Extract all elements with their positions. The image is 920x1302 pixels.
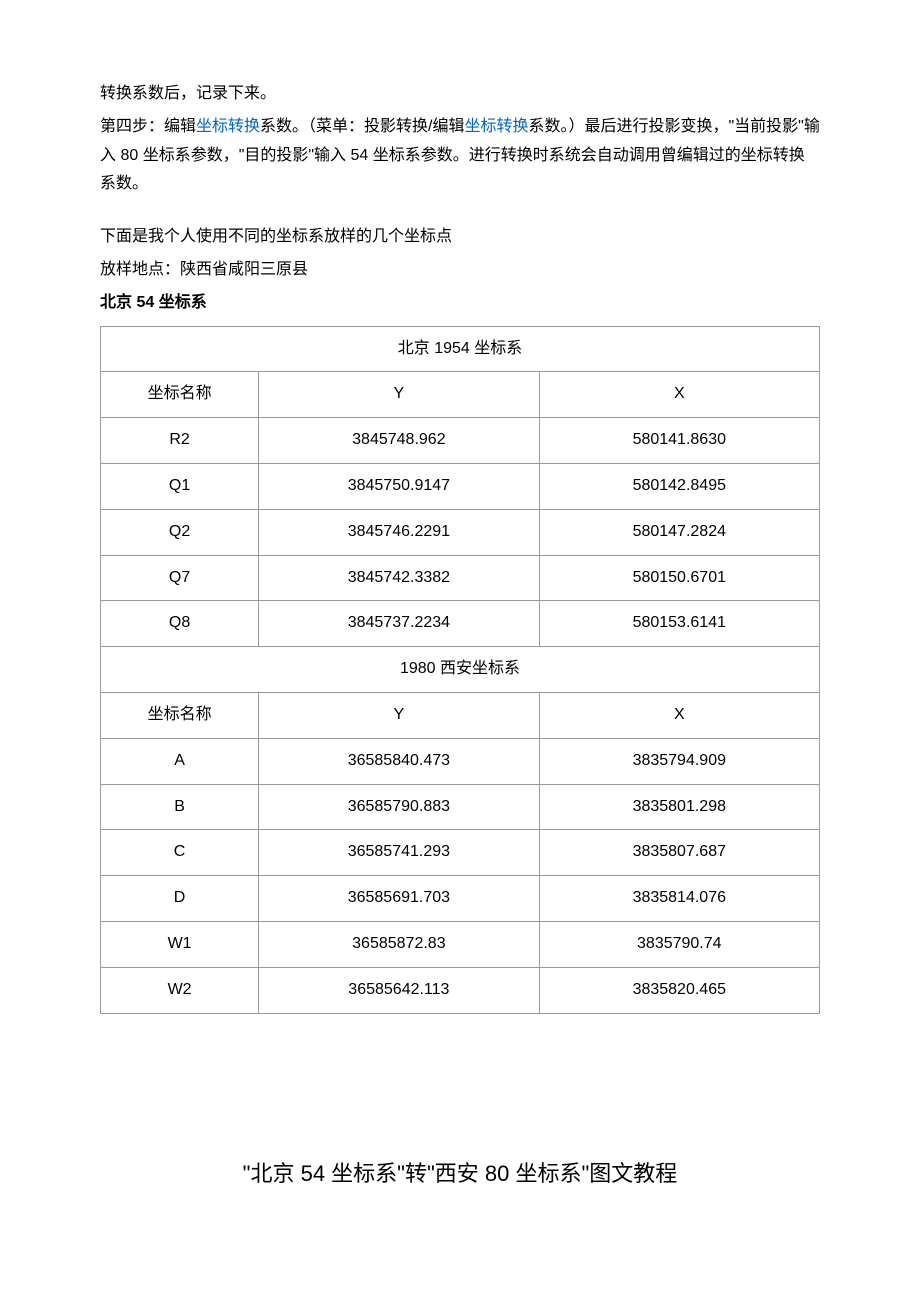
text-p3: 下面是我个人使用不同的坐标系放样的几个坐标点 [100,228,452,245]
paragraph-2: 第四步：编辑坐标转换系数。（菜单：投影转换/编辑坐标转换系数。）最后进行投影变换… [100,113,820,199]
cell-x: 3835807.687 [539,830,819,876]
cell-name: Q2 [101,509,259,555]
cell-y: 3845742.3382 [259,555,539,601]
cell-x: 580142.8495 [539,463,819,509]
cell-y: 36585741.293 [259,830,539,876]
text-p2-part1: 第四步：编辑 [100,118,196,135]
cell-name: Q7 [101,555,259,601]
cell-y: 36585840.473 [259,738,539,784]
text-p1: 转换系数后，记录下来。 [100,85,276,102]
cell-name: W1 [101,921,259,967]
cell-x: 580150.6701 [539,555,819,601]
cell-y: 36585790.883 [259,784,539,830]
table-row: R2 3845748.962 580141.8630 [101,418,820,464]
cell-x: 3835790.74 [539,921,819,967]
cell-y: 3845746.2291 [259,509,539,555]
cell-name: W2 [101,967,259,1013]
text-p2-part2: 系数。（菜单：投影转换/编辑 [260,118,464,135]
table1-header-y: Y [259,372,539,418]
table2-title-row: 1980 西安坐标系 [101,647,820,693]
table-row: C 36585741.293 3835807.687 [101,830,820,876]
table-row: B 36585790.883 3835801.298 [101,784,820,830]
text-p4: 放样地点：陕西省咸阳三原县 [100,261,308,278]
table1-title-row: 北京 1954 坐标系 [101,326,820,372]
table1-header-x: X [539,372,819,418]
table-row: A 36585840.473 3835794.909 [101,738,820,784]
page-title: "北京 54 坐标系"转"西安 80 坐标系"图文教程 [100,1154,820,1194]
table-row: Q2 3845746.2291 580147.2824 [101,509,820,555]
cell-x: 3835794.909 [539,738,819,784]
cell-name: D [101,876,259,922]
cell-y: 36585642.113 [259,967,539,1013]
table-row: W1 36585872.83 3835790.74 [101,921,820,967]
table2-header-name: 坐标名称 [101,692,259,738]
link-coord-conversion-1[interactable]: 坐标转换 [196,118,260,135]
table2-title: 1980 西安坐标系 [101,647,820,693]
link-coord-conversion-2[interactable]: 坐标转换 [464,118,528,135]
cell-x: 3835820.465 [539,967,819,1013]
coordinate-table: 北京 1954 坐标系 坐标名称 Y X R2 3845748.962 5801… [100,326,820,1014]
paragraph-5-heading: 北京 54 坐标系 [100,289,820,318]
page-title-text: "北京 54 坐标系"转"西安 80 坐标系"图文教程 [243,1161,678,1186]
cell-name: Q1 [101,463,259,509]
table-row: W2 36585642.113 3835820.465 [101,967,820,1013]
text-p5: 北京 54 坐标系 [100,294,207,311]
table-row: Q7 3845742.3382 580150.6701 [101,555,820,601]
table-row: Q1 3845750.9147 580142.8495 [101,463,820,509]
cell-y: 36585872.83 [259,921,539,967]
cell-name: A [101,738,259,784]
cell-y: 36585691.703 [259,876,539,922]
cell-y: 3845750.9147 [259,463,539,509]
cell-y: 3845737.2234 [259,601,539,647]
cell-name: R2 [101,418,259,464]
cell-name: Q8 [101,601,259,647]
table-row: Q8 3845737.2234 580153.6141 [101,601,820,647]
table1-header-name: 坐标名称 [101,372,259,418]
paragraph-4: 放样地点：陕西省咸阳三原县 [100,256,820,285]
cell-name: C [101,830,259,876]
table2-header-row: 坐标名称 Y X [101,692,820,738]
cell-x: 580153.6141 [539,601,819,647]
cell-name: B [101,784,259,830]
paragraph-1: 转换系数后，记录下来。 [100,80,820,109]
cell-x: 3835814.076 [539,876,819,922]
cell-x: 580147.2824 [539,509,819,555]
table1-header-row: 坐标名称 Y X [101,372,820,418]
cell-x: 3835801.298 [539,784,819,830]
cell-y: 3845748.962 [259,418,539,464]
paragraph-3: 下面是我个人使用不同的坐标系放样的几个坐标点 [100,223,820,252]
table-row: D 36585691.703 3835814.076 [101,876,820,922]
cell-x: 580141.8630 [539,418,819,464]
table2-header-x: X [539,692,819,738]
table2-header-y: Y [259,692,539,738]
table1-title: 北京 1954 坐标系 [101,326,820,372]
